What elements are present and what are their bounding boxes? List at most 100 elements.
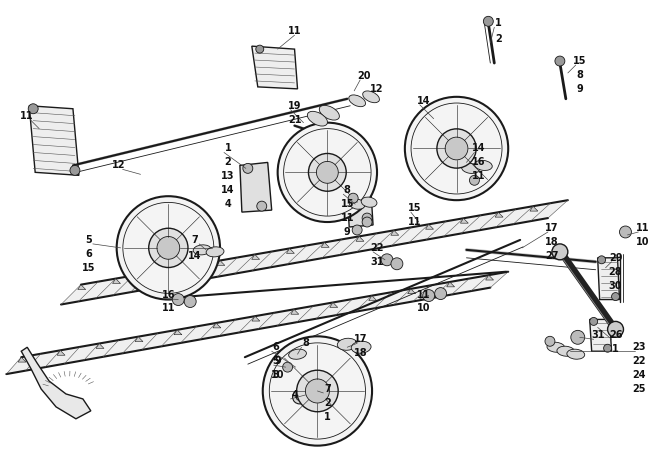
Text: 10: 10	[636, 237, 649, 247]
Circle shape	[157, 237, 179, 259]
Polygon shape	[21, 347, 91, 419]
Circle shape	[571, 330, 585, 344]
Polygon shape	[182, 267, 190, 272]
Text: 14: 14	[221, 185, 235, 195]
Circle shape	[590, 318, 597, 325]
Circle shape	[604, 344, 612, 352]
Polygon shape	[486, 275, 493, 280]
Circle shape	[257, 201, 266, 211]
Circle shape	[292, 390, 306, 404]
Polygon shape	[78, 285, 86, 289]
Ellipse shape	[349, 199, 365, 209]
Circle shape	[552, 244, 568, 260]
Text: 23: 23	[632, 342, 646, 352]
Text: 21: 21	[288, 115, 302, 125]
Text: 16: 16	[162, 289, 175, 299]
Polygon shape	[426, 224, 434, 229]
Text: 15: 15	[573, 56, 586, 66]
Ellipse shape	[462, 163, 479, 173]
Text: 2: 2	[495, 34, 502, 44]
Polygon shape	[174, 330, 182, 335]
Polygon shape	[287, 248, 294, 253]
Circle shape	[555, 56, 565, 66]
Ellipse shape	[319, 106, 339, 120]
Text: 24: 24	[632, 370, 646, 380]
Circle shape	[256, 45, 264, 53]
Text: 8: 8	[302, 338, 309, 348]
Text: 8: 8	[344, 185, 350, 195]
Text: 11: 11	[472, 172, 485, 182]
Polygon shape	[321, 243, 329, 248]
Circle shape	[243, 163, 253, 173]
Polygon shape	[356, 237, 364, 241]
Text: 2: 2	[225, 157, 231, 167]
Text: 20: 20	[358, 71, 371, 81]
Circle shape	[484, 16, 493, 26]
Ellipse shape	[361, 197, 377, 207]
Circle shape	[263, 336, 372, 445]
Text: 16: 16	[472, 157, 485, 167]
Text: 3: 3	[272, 370, 279, 380]
Circle shape	[278, 123, 377, 222]
Text: 11: 11	[636, 223, 649, 233]
Circle shape	[362, 217, 372, 227]
Text: 18: 18	[354, 348, 368, 358]
Polygon shape	[61, 200, 568, 304]
Text: 14: 14	[472, 143, 485, 153]
Polygon shape	[29, 106, 79, 175]
Text: 6: 6	[85, 249, 92, 259]
Text: 30: 30	[609, 281, 622, 291]
Ellipse shape	[206, 247, 224, 257]
Polygon shape	[291, 309, 299, 314]
Text: 4: 4	[291, 390, 298, 400]
Circle shape	[306, 379, 330, 403]
Text: 28: 28	[608, 267, 622, 277]
Ellipse shape	[349, 95, 365, 106]
Text: 14: 14	[188, 251, 202, 261]
Text: 14: 14	[417, 96, 430, 106]
Text: 11: 11	[408, 217, 422, 227]
Polygon shape	[330, 303, 338, 308]
Polygon shape	[217, 261, 225, 265]
Circle shape	[597, 256, 606, 264]
Polygon shape	[135, 337, 143, 342]
Circle shape	[296, 394, 303, 400]
Polygon shape	[495, 212, 503, 217]
Ellipse shape	[307, 111, 328, 126]
Circle shape	[422, 290, 435, 302]
Circle shape	[391, 258, 403, 270]
Circle shape	[437, 129, 476, 168]
Ellipse shape	[557, 346, 575, 356]
Polygon shape	[391, 230, 398, 235]
Text: 11: 11	[341, 213, 354, 223]
Text: 29: 29	[609, 253, 622, 263]
Circle shape	[149, 228, 188, 268]
Text: 22: 22	[632, 356, 646, 366]
Text: 12: 12	[112, 161, 125, 170]
Text: 15: 15	[408, 203, 422, 213]
Polygon shape	[252, 316, 260, 321]
Text: 15: 15	[341, 199, 354, 209]
Text: 11: 11	[417, 289, 430, 299]
Text: 7: 7	[324, 384, 331, 394]
Circle shape	[445, 137, 468, 160]
Circle shape	[435, 288, 447, 299]
Text: 5: 5	[272, 356, 279, 366]
Text: 17: 17	[354, 334, 368, 344]
Text: 18: 18	[545, 237, 559, 247]
Circle shape	[545, 336, 555, 346]
Circle shape	[28, 104, 38, 114]
Circle shape	[362, 213, 372, 223]
Text: 19: 19	[288, 101, 302, 111]
Text: 6: 6	[272, 342, 279, 352]
Polygon shape	[112, 278, 120, 283]
Polygon shape	[597, 258, 619, 299]
Text: 1: 1	[225, 143, 231, 153]
Text: 26: 26	[609, 330, 622, 340]
Ellipse shape	[363, 91, 380, 103]
Polygon shape	[57, 350, 65, 355]
Ellipse shape	[337, 338, 357, 350]
Text: 9: 9	[577, 84, 583, 94]
Ellipse shape	[351, 341, 371, 353]
Circle shape	[405, 97, 508, 200]
